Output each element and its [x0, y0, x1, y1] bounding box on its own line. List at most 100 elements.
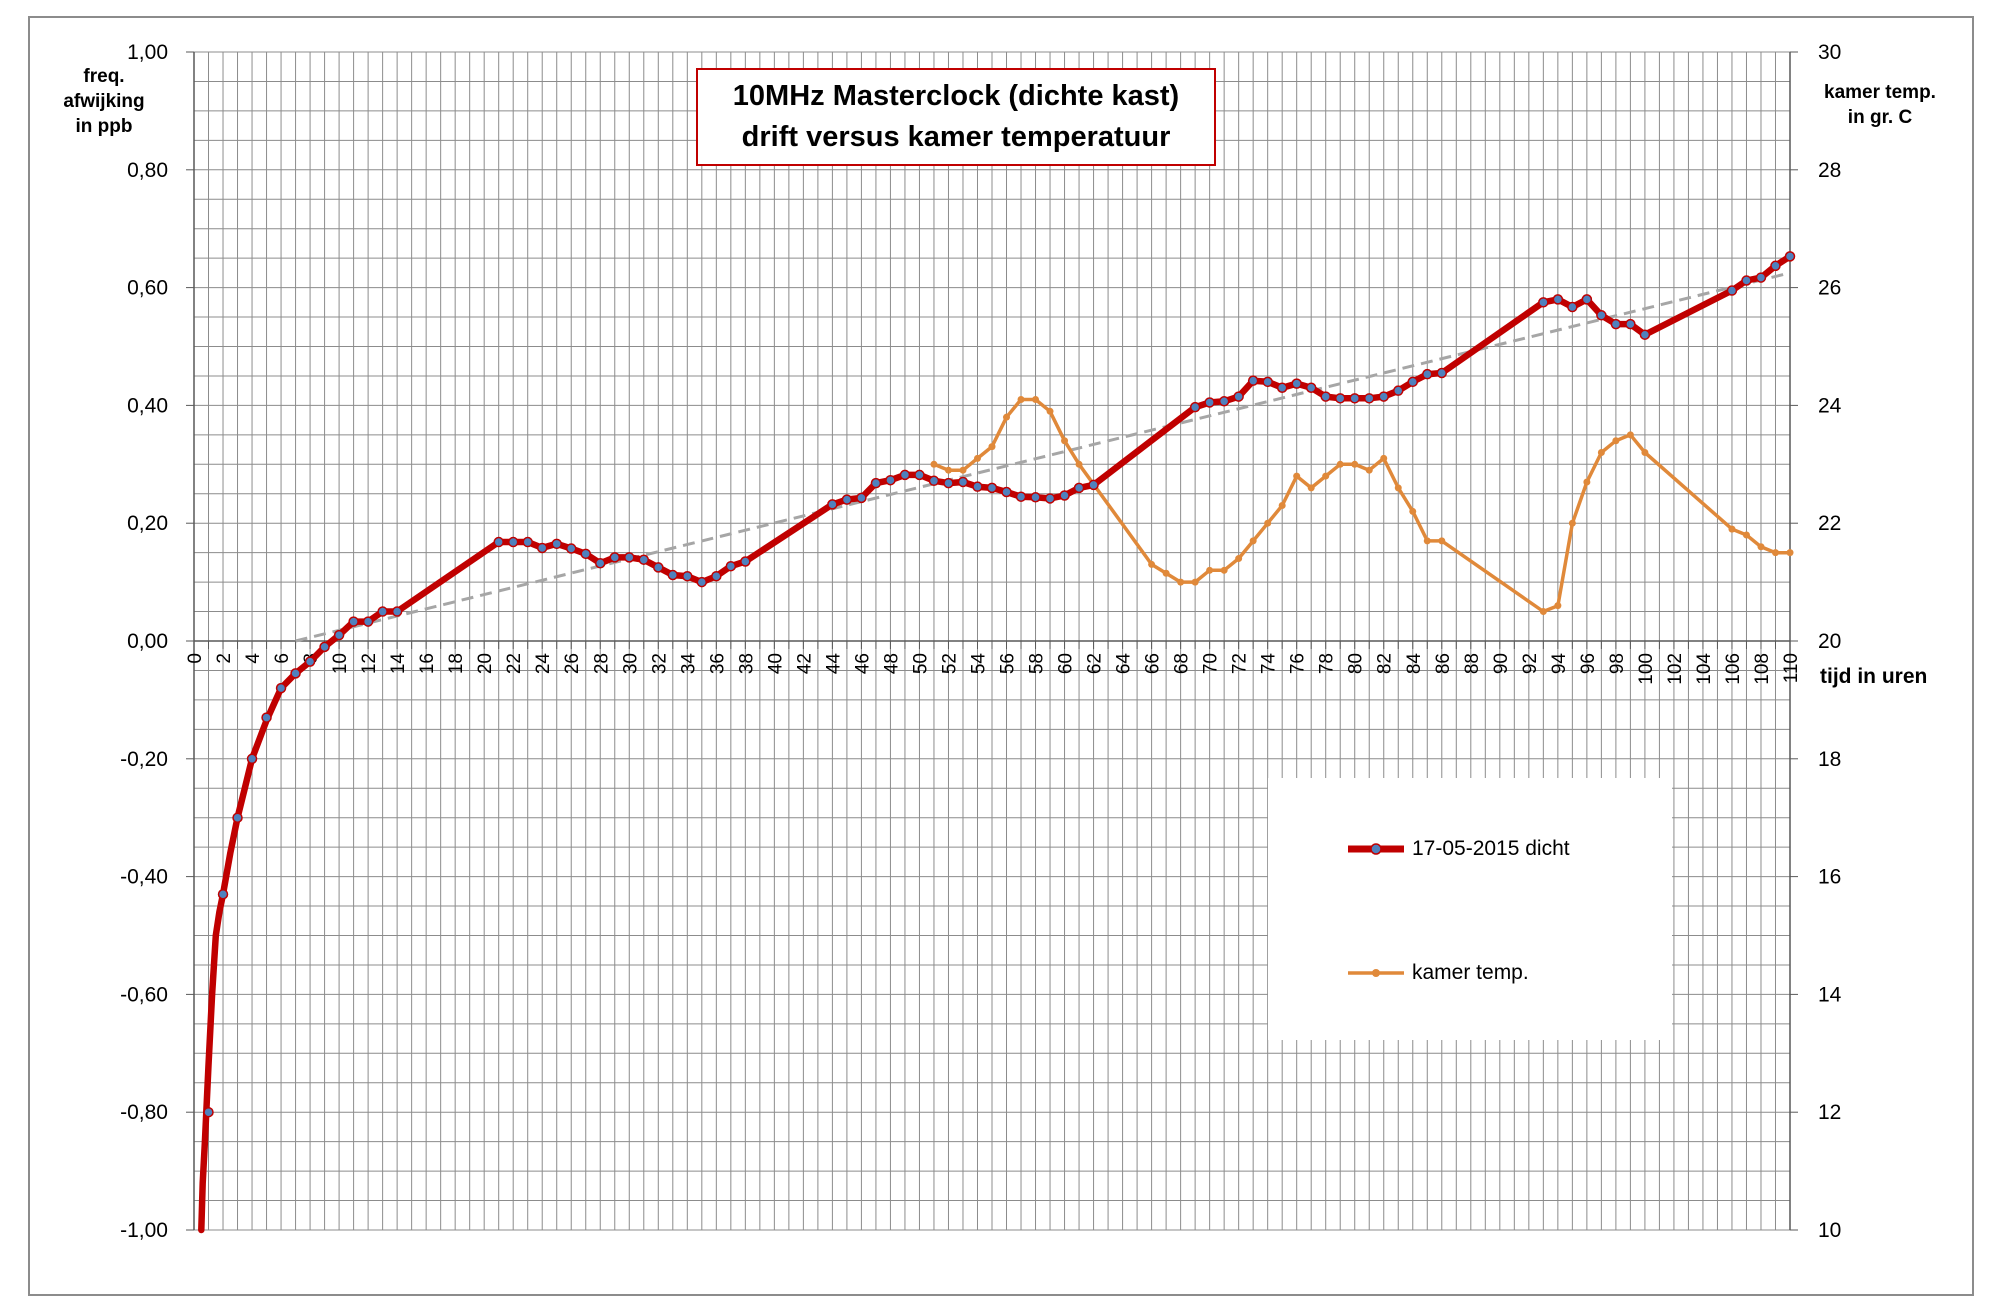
drift-point [1755, 272, 1767, 283]
y-axis-left-tick-label: -0,60 [120, 983, 168, 1006]
drift-point [261, 712, 272, 723]
y-axis-left-title: freq. afwijking in ppb [48, 64, 160, 139]
x-axis-tick-label: 94 [1549, 653, 1570, 675]
x-axis-tick-label: 84 [1404, 653, 1425, 675]
temp-point [1365, 466, 1373, 474]
drift-point [1349, 393, 1360, 404]
x-axis-tick-label: 36 [707, 653, 728, 674]
temp-point [1394, 484, 1402, 492]
drift-point [1189, 401, 1201, 413]
x-axis-tick-label: 90 [1491, 653, 1512, 674]
drift-point [319, 641, 330, 653]
y-axis-left-tick-label: -0,80 [120, 1101, 168, 1124]
drift-point [1610, 318, 1622, 330]
x-axis-tick-label: 76 [1288, 653, 1309, 674]
x-axis-tick-label: 4 [243, 653, 264, 664]
x-axis-tick-label: 16 [417, 653, 438, 674]
temp-point [959, 466, 967, 474]
y-axis-right-tick-label: 14 [1818, 983, 1842, 1006]
drift-point [1741, 275, 1752, 286]
x-axis-tick-label: 82 [1375, 653, 1396, 674]
drift-point [580, 548, 591, 560]
drift-point [725, 560, 737, 572]
y-axis-right-tick-label: 24 [1818, 394, 1842, 417]
drift-point [1436, 367, 1448, 379]
temp-point [973, 454, 981, 462]
x-axis-tick-label: 26 [562, 653, 583, 674]
drift-point [203, 1106, 214, 1118]
temp-point [930, 460, 938, 468]
y-axis-left-tick-label: 1,00 [127, 41, 168, 64]
y-axis-right-tick-label: 18 [1818, 748, 1841, 771]
drift-point [1044, 493, 1056, 504]
drift-point [1596, 310, 1607, 321]
x-axis-tick-label: 20 [475, 653, 496, 674]
x-axis-tick-label: 78 [1317, 653, 1338, 674]
temp-point [1351, 460, 1359, 468]
temp-point [1423, 537, 1431, 545]
drift-point [914, 469, 925, 481]
temp-point [1554, 602, 1562, 610]
x-axis-tick-label: 96 [1578, 653, 1599, 674]
temp-point [1017, 396, 1025, 404]
temp-point [1612, 437, 1620, 445]
drift-point [1625, 318, 1636, 330]
temp-point [1061, 437, 1069, 445]
x-axis-tick-label: 24 [533, 653, 554, 675]
chart-title: 10MHz Masterclock (dichte kast) drift ve… [696, 68, 1216, 166]
drift-point [653, 562, 664, 573]
temp-point [1075, 460, 1083, 468]
drift-point [609, 552, 621, 563]
x-axis-title-text: tijd in uren [1820, 665, 1928, 688]
x-axis-tick-label: 68 [1172, 653, 1193, 674]
tick-labels: 1,00 0,80 0,60 0,40 0,20 0,00 -0,20 -0,40 -0,60 -… [120, 41, 1842, 1242]
drift-point [1770, 260, 1781, 272]
y-axis-right-tick-label: 12 [1818, 1101, 1841, 1124]
x-axis-tick-label: 12 [359, 653, 380, 674]
chart-title-line-2: drift versus kamer temperatuur [741, 121, 1171, 153]
legend-label-temp: kamer temp. [1412, 961, 1529, 984]
legend-label-drift: 17-05-2015 dicht [1412, 837, 1570, 860]
drift-point [1204, 397, 1215, 408]
drift-point [928, 475, 940, 487]
temp-point [1641, 449, 1649, 457]
x-axis-tick-label: 92 [1520, 653, 1541, 674]
x-axis-tick-label: 86 [1433, 653, 1454, 674]
drift-point [348, 616, 359, 627]
drift-point [1422, 368, 1433, 380]
temp-point [1786, 549, 1794, 557]
drift-point [624, 552, 635, 563]
drift-point [986, 482, 998, 494]
drift-point [217, 889, 229, 900]
drift-point [275, 682, 287, 694]
drift-point [1088, 479, 1099, 491]
series-lines [198, 253, 1794, 1234]
temp-point [1003, 413, 1011, 421]
x-axis-tick-label: 56 [998, 653, 1019, 674]
drift-point [667, 569, 679, 581]
drift-point [1001, 486, 1012, 498]
drift-point [885, 474, 896, 486]
x-axis-tick-label: 98 [1607, 653, 1628, 674]
temp-point [1148, 560, 1156, 568]
y-axis-right-tick-label: 16 [1818, 866, 1841, 889]
drift-point [1247, 375, 1259, 386]
x-axis-tick-label: 30 [620, 653, 641, 674]
drift-point [1334, 393, 1346, 404]
drift-point [1552, 294, 1564, 305]
legend-swatch-temp [1348, 969, 1404, 977]
temp-point [1278, 502, 1286, 510]
temp-point [1409, 507, 1417, 515]
x-axis-tick-label: 58 [1027, 653, 1048, 674]
drift-point [377, 606, 388, 617]
x-axis-tick-label: 52 [939, 653, 960, 674]
x-axis-tick-label: 22 [504, 653, 525, 674]
temp-point [1583, 478, 1591, 486]
temp-point [1307, 484, 1315, 492]
drift-point [595, 558, 606, 569]
drift-point [1015, 491, 1027, 502]
drift-point [682, 570, 693, 582]
x-axis-tick-label: 100 [1636, 653, 1657, 685]
drift-point [232, 812, 243, 823]
